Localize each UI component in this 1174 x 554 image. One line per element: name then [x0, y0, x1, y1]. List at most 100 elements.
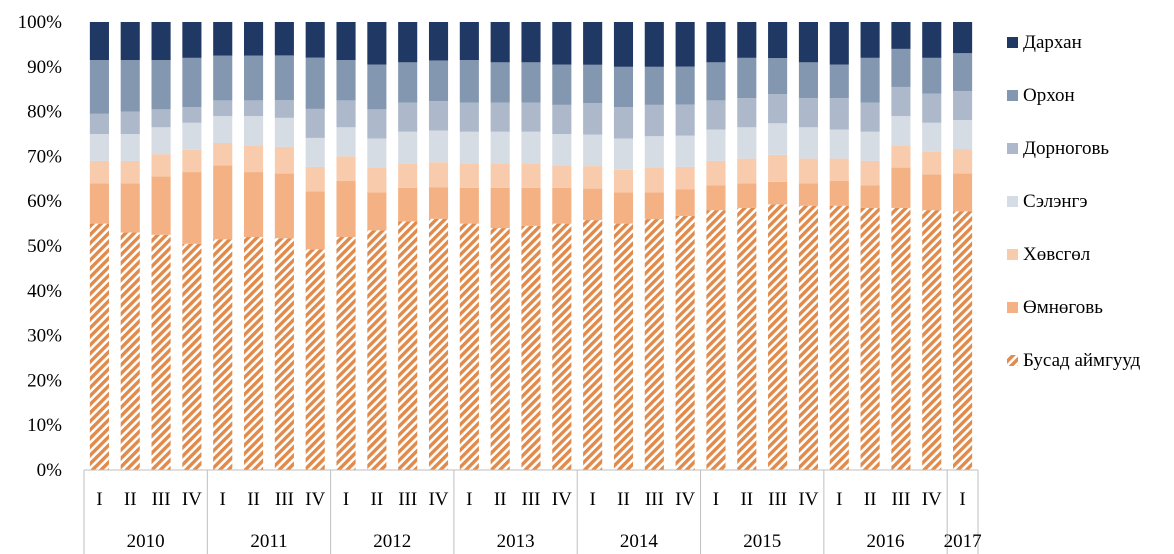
bar-segment: [922, 22, 942, 58]
bar-segment: [644, 136, 664, 168]
bar-segment: [367, 109, 387, 139]
bar-segment: [829, 129, 849, 159]
quarter-label: III: [152, 489, 171, 510]
bar-segment: [213, 142, 233, 166]
quarter-label: I: [713, 489, 719, 510]
quarter-label: I: [589, 489, 595, 510]
bar-segment: [552, 187, 572, 224]
bar-segment: [490, 102, 510, 132]
bar-segment: [89, 183, 109, 224]
y-tick-label: 90%: [27, 57, 62, 78]
bar-segment: [613, 169, 634, 193]
bar-segment: [521, 22, 541, 63]
bar-segment: [675, 189, 695, 216]
bar-segment: [891, 48, 911, 87]
bar-segment: [706, 185, 726, 211]
bar-segment: [182, 57, 202, 108]
bar-segment: [367, 138, 387, 168]
year-label: 2015: [743, 531, 781, 552]
bar-segment: [768, 181, 788, 205]
bar-segment: [336, 100, 356, 128]
bar-segment: [675, 104, 695, 136]
bar-segment: [459, 131, 479, 164]
bar-segment: [398, 163, 418, 188]
bar-segment: [613, 192, 634, 224]
bar-segment: [583, 103, 603, 135]
bar-segment: [737, 98, 757, 128]
bar-segment: [490, 187, 510, 229]
legend: Дархан Орхон Дорноговь Сэлэнгэ Хөвсгөл Өмнөго…: [1007, 32, 1141, 371]
legend-swatch: [1007, 355, 1018, 366]
bar-segment: [459, 187, 479, 224]
bar-segment: [274, 146, 294, 174]
bar-segment: [737, 207, 757, 471]
bar-segment: [644, 192, 664, 220]
bar-segment: [829, 64, 849, 99]
bar-segment: [151, 60, 171, 110]
bar-segment: [675, 22, 695, 67]
bar-segment: [521, 163, 541, 188]
bar-segment: [706, 62, 726, 101]
legend-swatch: [1007, 196, 1018, 207]
bar-segment: [120, 160, 140, 184]
bar-segment: [829, 22, 849, 65]
quarter-label: II: [494, 489, 507, 510]
bar-segment: [583, 64, 603, 104]
quarter-label: III: [645, 489, 664, 510]
bar-segment: [120, 232, 140, 470]
bar-segment: [860, 160, 880, 186]
bar-segment: [274, 117, 294, 147]
bar-segment: [182, 122, 202, 150]
legend-label: Сэлэнгэ: [1023, 191, 1087, 212]
bar-segment: [922, 210, 942, 470]
bar-segment: [336, 237, 356, 470]
bar-segment: [89, 134, 109, 161]
bar-segment: [213, 55, 233, 101]
bar-segment: [675, 215, 695, 470]
y-tick-label: 0%: [37, 460, 63, 481]
bar-segment: [860, 102, 880, 132]
bar-segment: [953, 173, 973, 212]
bar-segment: [552, 64, 572, 105]
bar-segment: [213, 116, 233, 143]
bar-segment: [120, 111, 140, 134]
bar-segment: [336, 22, 356, 61]
bar-segment: [459, 223, 479, 470]
bar-segment: [490, 163, 510, 188]
bar-segment: [244, 100, 264, 117]
bar-segment: [274, 238, 294, 470]
quarter-label: IV: [305, 489, 325, 510]
bar-segment: [459, 163, 479, 188]
y-tick-label: 10%: [27, 415, 62, 436]
quarter-label: II: [740, 489, 753, 510]
bar-segment: [737, 57, 757, 99]
bar-segment: [768, 204, 788, 470]
bar-segment: [182, 22, 202, 58]
quarter-label: II: [247, 489, 260, 510]
bar-segment: [244, 55, 264, 101]
bar-segment: [151, 234, 171, 470]
bar-segment: [367, 230, 387, 470]
bar-segment: [552, 104, 572, 134]
bar-segment: [120, 183, 140, 233]
bar-segment: [428, 101, 449, 131]
bar-segment: [244, 145, 264, 173]
bar-segment: [120, 134, 140, 161]
bar-segment: [182, 243, 202, 470]
bar-segment: [922, 93, 942, 123]
bar-segment: [644, 66, 664, 105]
bar-segment: [244, 116, 264, 146]
y-tick-label: 70%: [27, 146, 62, 167]
bar-segment: [89, 223, 109, 470]
bar-segment: [398, 62, 418, 103]
bar-segment: [953, 22, 973, 54]
bar-segment: [953, 149, 973, 174]
bar-segment: [706, 22, 726, 63]
bar-segment: [336, 181, 356, 238]
quarter-label: I: [959, 489, 965, 510]
legend-label: Орхон: [1023, 85, 1075, 106]
bar-segment: [336, 60, 356, 101]
bar-segment: [953, 211, 973, 470]
quarter-label: IV: [922, 489, 942, 510]
bar-segment: [305, 166, 325, 192]
